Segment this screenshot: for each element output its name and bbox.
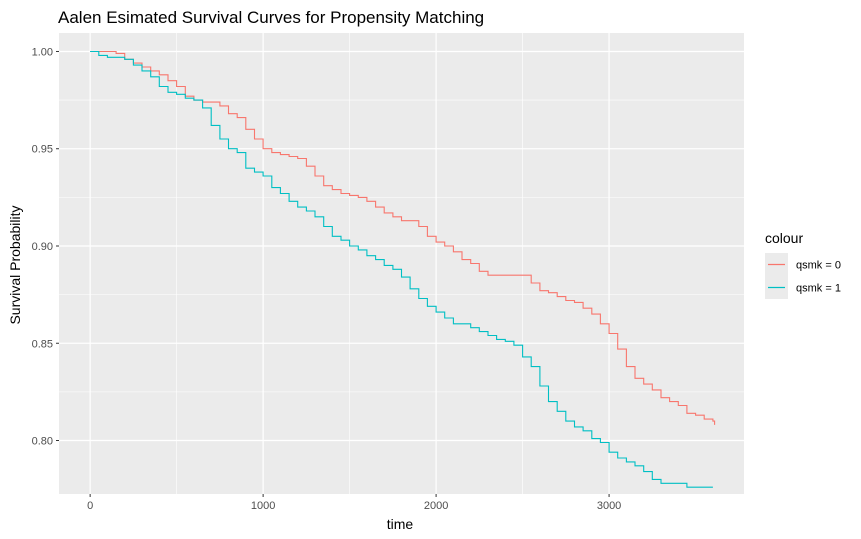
x-tick-label: 3000 bbox=[597, 500, 621, 512]
minor-gridlines bbox=[59, 33, 744, 494]
y-axis-title: Survival Probability bbox=[7, 205, 23, 324]
x-axis: 0 1000 2000 3000 bbox=[87, 494, 621, 512]
survival-curve-qsmk-0 bbox=[90, 50, 716, 425]
chart-title: Aalen Esimated Survival Curves for Prope… bbox=[58, 8, 484, 27]
y-tick-label: 0.90 bbox=[32, 241, 53, 253]
plot-panel bbox=[59, 33, 744, 494]
x-tick-label: 2000 bbox=[424, 500, 448, 512]
x-tick-label: 0 bbox=[87, 500, 93, 512]
y-axis: 0.80 0.85 0.90 0.95 1.00 bbox=[32, 46, 59, 448]
major-gridlines bbox=[59, 33, 744, 494]
legend-title: colour bbox=[765, 230, 803, 246]
x-axis-title: time bbox=[387, 516, 414, 532]
legend-label: qsmk = 0 bbox=[796, 260, 841, 272]
y-tick-label: 0.85 bbox=[32, 338, 53, 350]
survival-curves bbox=[90, 50, 716, 488]
y-tick-label: 0.80 bbox=[32, 436, 53, 448]
legend: colour qsmk = 0 qsmk = 1 bbox=[765, 230, 841, 299]
y-tick-label: 1.00 bbox=[32, 46, 53, 58]
y-tick-label: 0.95 bbox=[32, 144, 53, 156]
x-tick-label: 1000 bbox=[251, 500, 275, 512]
survival-curve-qsmk-1 bbox=[90, 50, 713, 488]
legend-label: qsmk = 1 bbox=[796, 283, 841, 295]
